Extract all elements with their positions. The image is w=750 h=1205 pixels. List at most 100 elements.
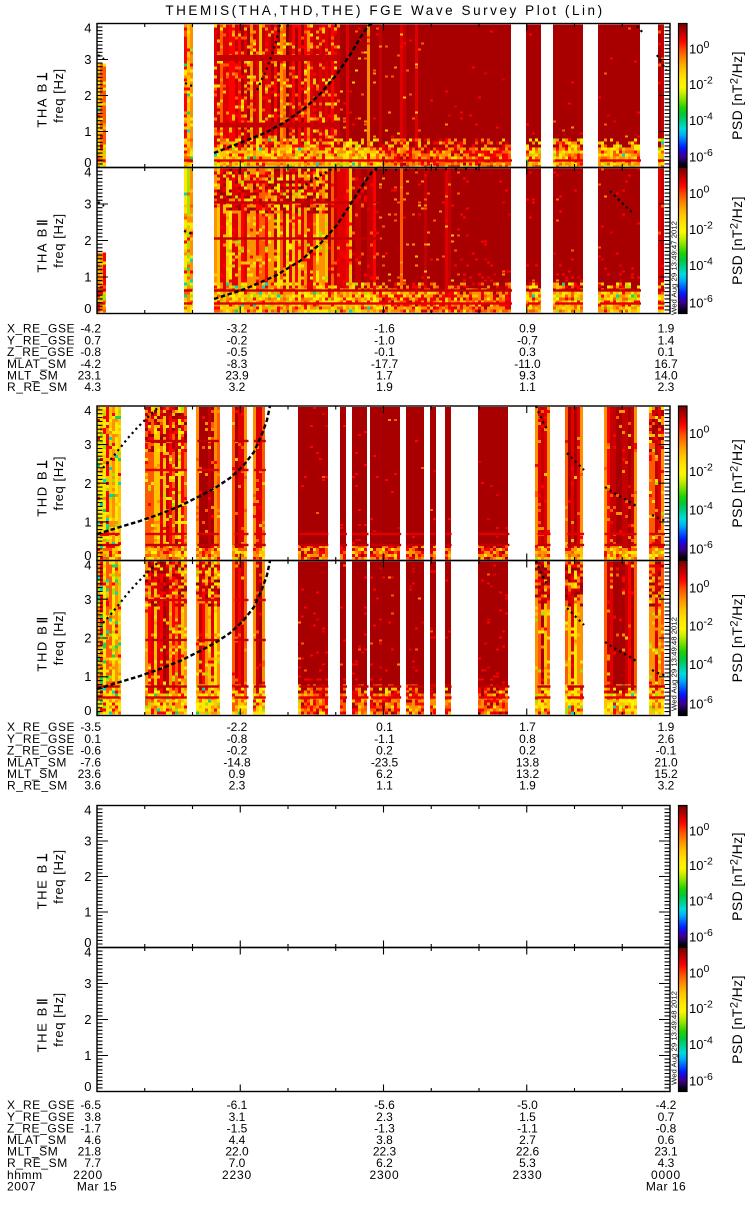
svg-text:R_RE_SM: R_RE_SM [7, 380, 68, 394]
svg-text:16.7: 16.7 [654, 357, 678, 371]
svg-text:0: 0 [84, 935, 91, 950]
svg-text:0.9: 0.9 [519, 322, 536, 336]
svg-text:hhmm: hhmm [7, 1168, 43, 1182]
svg-text:0.7: 0.7 [84, 333, 101, 347]
svg-text:2.3: 2.3 [229, 779, 246, 793]
svg-text:THA B: THA B [35, 227, 50, 273]
svg-text:-8.3: -8.3 [227, 357, 248, 371]
svg-text:0: 0 [84, 703, 91, 718]
svg-text:0: 0 [84, 548, 91, 563]
svg-text:freq [Hz]: freq [Hz] [51, 992, 66, 1047]
svg-text:MLAT_SM: MLAT_SM [7, 357, 67, 371]
svg-text:1: 1 [84, 905, 91, 920]
svg-text:10-4: 10-4 [689, 110, 713, 128]
svg-text:3: 3 [84, 592, 91, 607]
svg-text:0.8: 0.8 [519, 732, 536, 746]
svg-text:4.3: 4.3 [658, 1156, 675, 1170]
svg-text:2.6: 2.6 [658, 732, 675, 746]
svg-text:2: 2 [84, 476, 91, 491]
svg-text:Z_RE_GSE: Z_RE_GSE [7, 744, 75, 758]
svg-text:-4.2: -4.2 [80, 357, 101, 371]
svg-text:Wed Aug 29 13:49:47 2012: Wed Aug 29 13:49:47 2012 [672, 221, 679, 315]
svg-text:10-2: 10-2 [689, 999, 713, 1017]
svg-text:3.6: 3.6 [84, 779, 101, 793]
svg-text:10-4: 10-4 [689, 891, 713, 909]
svg-text:-1.1: -1.1 [517, 1121, 538, 1135]
svg-text:15.2: 15.2 [654, 767, 678, 781]
svg-text:14.0: 14.0 [654, 369, 678, 383]
svg-text:4.3: 4.3 [84, 380, 101, 394]
svg-text:23.1: 23.1 [78, 369, 102, 383]
svg-text:0.1: 0.1 [84, 732, 101, 746]
svg-text:PSD [nT2/Hz]: PSD [nT2/Hz] [729, 975, 746, 1064]
svg-text:1.1: 1.1 [376, 779, 393, 793]
svg-text:Y_RE_GSE: Y_RE_GSE [7, 333, 75, 347]
svg-text:freq [Hz]: freq [Hz] [51, 849, 66, 904]
svg-text:10-4: 10-4 [689, 500, 713, 518]
svg-text:3: 3 [84, 52, 91, 67]
svg-text:PSD [nT2/Hz]: PSD [nT2/Hz] [729, 439, 746, 528]
svg-text:-1.5: -1.5 [227, 1121, 248, 1135]
svg-text:1.5: 1.5 [519, 1110, 536, 1124]
svg-text:Wed Aug 29 13:49:48 2012: Wed Aug 29 13:49:48 2012 [672, 617, 679, 711]
svg-text:5.3: 5.3 [519, 1156, 536, 1170]
svg-text:-0.2: -0.2 [227, 333, 248, 347]
svg-text:3: 3 [84, 834, 91, 849]
svg-text:-1.7: -1.7 [80, 1121, 101, 1135]
svg-text:100: 100 [689, 578, 709, 596]
svg-text:-14.8: -14.8 [223, 755, 251, 769]
svg-text:22.3: 22.3 [373, 1145, 397, 1159]
svg-text:-5.0: -5.0 [517, 1098, 538, 1112]
svg-text:Y_RE_GSE: Y_RE_GSE [7, 732, 75, 746]
svg-text:10-6: 10-6 [689, 147, 713, 165]
svg-text:10-6: 10-6 [689, 927, 713, 945]
svg-text:Z_RE_GSE: Z_RE_GSE [7, 345, 75, 359]
svg-text:2230: 2230 [222, 1168, 252, 1182]
svg-text:-11.0: -11.0 [514, 357, 541, 371]
svg-text:0.3: 0.3 [519, 345, 536, 359]
svg-text:7.7: 7.7 [84, 1156, 101, 1170]
svg-text:4: 4 [84, 945, 91, 960]
svg-text:3: 3 [84, 976, 91, 991]
svg-text:2330: 2330 [513, 1168, 543, 1182]
svg-text:1.1: 1.1 [519, 380, 536, 394]
svg-text:3.8: 3.8 [376, 1133, 393, 1147]
svg-text:100: 100 [689, 424, 709, 442]
svg-text:freq [Hz]: freq [Hz] [51, 611, 66, 666]
svg-text:21.8: 21.8 [78, 1145, 102, 1159]
svg-text:-3.2: -3.2 [227, 322, 248, 336]
svg-text:-5.6: -5.6 [374, 1098, 395, 1112]
svg-text:-0.8: -0.8 [227, 732, 248, 746]
svg-text:-4.2: -4.2 [656, 1098, 677, 1112]
svg-text:Y_RE_GSE: Y_RE_GSE [7, 1110, 75, 1124]
svg-text:13.8: 13.8 [516, 755, 540, 769]
svg-text:1.9: 1.9 [519, 779, 536, 793]
svg-text:1: 1 [84, 270, 91, 285]
svg-text:1.4: 1.4 [658, 333, 675, 347]
svg-text:10-6: 10-6 [689, 539, 713, 557]
svg-text:1.7: 1.7 [376, 369, 393, 383]
svg-text:PSD [nT2/Hz]: PSD [nT2/Hz] [729, 832, 746, 921]
svg-text:1: 1 [84, 1048, 91, 1063]
svg-text:3.2: 3.2 [658, 779, 675, 793]
svg-text:1: 1 [84, 514, 91, 529]
svg-text:100: 100 [689, 963, 709, 981]
svg-text:-0.5: -0.5 [227, 345, 248, 359]
svg-text:X_RE_GSE: X_RE_GSE [7, 322, 75, 336]
svg-text:9.3: 9.3 [519, 369, 536, 383]
svg-text:4.6: 4.6 [84, 1133, 101, 1147]
svg-text:0: 0 [84, 301, 91, 316]
svg-text:0.9: 0.9 [229, 767, 246, 781]
svg-text:4: 4 [84, 21, 91, 36]
svg-text:freq [Hz]: freq [Hz] [51, 456, 66, 511]
svg-text:22.6: 22.6 [516, 1145, 540, 1159]
svg-text:THD B: THD B [35, 470, 50, 517]
svg-text:-3.5: -3.5 [80, 720, 101, 734]
svg-text:2: 2 [84, 233, 91, 248]
svg-text:3.2: 3.2 [229, 380, 246, 394]
svg-text:2: 2 [84, 88, 91, 103]
svg-text:10-4: 10-4 [689, 1034, 713, 1052]
svg-text:10-2: 10-2 [689, 616, 713, 634]
svg-text:2: 2 [84, 1012, 91, 1027]
svg-text:-6.1: -6.1 [227, 1098, 248, 1112]
